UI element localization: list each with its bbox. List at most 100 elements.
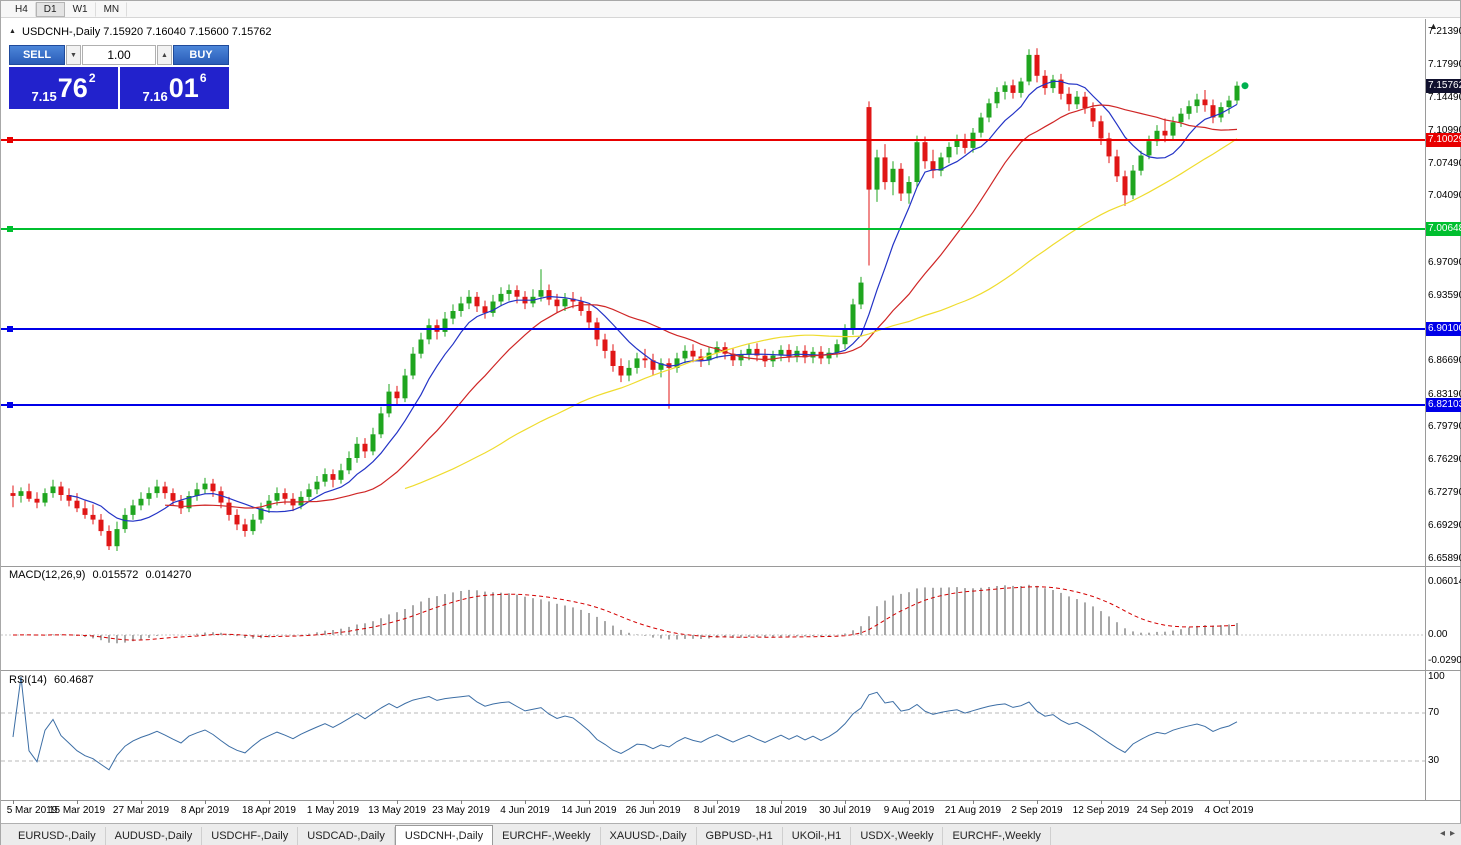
macd-indicator-panel[interactable]	[1, 567, 1425, 670]
horizontal-line[interactable]	[1, 404, 1425, 406]
ohlc-high: 7.16040	[146, 26, 186, 38]
chart-symbol-period: USDCNH-,Daily	[22, 26, 101, 38]
line-drag-handle[interactable]	[7, 137, 13, 143]
chart-tab-gbpusd-h1[interactable]: GBPUSD-,H1	[697, 827, 783, 845]
trade-panel-prices: 7.15 76 2 7.16 01 6	[9, 67, 229, 109]
time-axis-label: 18 Jul 2019	[755, 805, 807, 816]
timeframe-button-d1[interactable]: D1	[35, 1, 65, 17]
time-axis-label: 14 Jun 2019	[561, 805, 617, 816]
trade-panel-controls: SELL ▼ ▲ BUY	[9, 45, 229, 65]
time-axis-tick	[781, 800, 782, 804]
volume-increase-button[interactable]: ▲	[157, 45, 172, 65]
collapse-panel-icon[interactable]: ▲	[9, 28, 16, 35]
chart-tab-usdcnh-daily[interactable]: USDCNH-,Daily	[394, 825, 494, 845]
price-axis-label: 6.83190	[1428, 389, 1461, 400]
horizontal-line[interactable]	[1, 328, 1425, 330]
chart-tab-eurchf-weekly[interactable]: EURCHF-,Weekly	[943, 827, 1051, 845]
price-axis-label: 6.79790	[1428, 421, 1461, 432]
price-axis-label: 6.97090	[1428, 257, 1461, 268]
chart-tab-eurusd-daily[interactable]: EURUSD-,Daily	[9, 827, 106, 845]
macd-label: MACD(12,26,9) 0.015572 0.014270	[9, 569, 195, 581]
rsi-axis-label: 100	[1428, 671, 1445, 682]
sell-price-big: 76	[57, 73, 88, 103]
chart-shift-marker-icon: ▲	[1429, 21, 1438, 31]
time-axis-tick	[973, 800, 974, 804]
ohlc-close: 7.15762	[231, 26, 272, 38]
time-axis-label: 26 Jun 2019	[625, 805, 681, 816]
time-axis-label: 23 May 2019	[432, 805, 490, 816]
line-drag-handle[interactable]	[7, 402, 13, 408]
candlestick-chart[interactable]	[1, 19, 1425, 566]
line-drag-handle[interactable]	[7, 226, 13, 232]
time-axis-tick	[653, 800, 654, 804]
chart-tab-ukoil-h1[interactable]: UKOil-,H1	[783, 827, 852, 845]
volume-input[interactable]	[82, 45, 156, 65]
timeframe-button-mn[interactable]: MN	[96, 1, 128, 17]
price-level-badge: 6.82103	[1426, 398, 1461, 412]
sell-button[interactable]: SELL	[9, 45, 65, 65]
price-axis-label: 7.14490	[1428, 92, 1461, 103]
timeframe-button-h4[interactable]: H4	[7, 1, 36, 17]
chevron-down-icon: ▼	[70, 51, 77, 59]
macd-axis-label: -0.02906	[1428, 655, 1461, 666]
price-axis-label: 7.04090	[1428, 190, 1461, 201]
time-axis-tick	[525, 800, 526, 804]
rsi-axis-label: 30	[1428, 755, 1440, 766]
time-axis-tick	[397, 800, 398, 804]
one-click-trade-panel: SELL ▼ ▲ BUY 7.15 76 2 7.16 01 6	[9, 45, 229, 109]
panel-divider[interactable]	[1, 566, 1461, 567]
volume-decrease-button[interactable]: ▼	[66, 45, 81, 65]
chart-tab-usdcad-daily[interactable]: USDCAD-,Daily	[298, 827, 395, 845]
line-drag-handle[interactable]	[7, 326, 13, 332]
horizontal-line[interactable]	[1, 228, 1425, 230]
time-axis-label: 18 Apr 2019	[242, 805, 296, 816]
chart-tab-eurchf-weekly[interactable]: EURCHF-,Weekly	[493, 827, 601, 845]
time-axis-label: 8 Apr 2019	[180, 805, 230, 816]
chart-tab-xauusd-daily[interactable]: XAUUSD-,Daily	[601, 827, 697, 845]
price-axis-label: 6.86690	[1428, 355, 1461, 366]
panel-divider	[1, 800, 1461, 801]
time-axis-tick	[461, 800, 462, 804]
price-scale-border[interactable]	[1425, 19, 1426, 800]
chart-tab-usdx-weekly[interactable]: USDX-,Weekly	[851, 827, 944, 845]
timeframe-button-w1[interactable]: W1	[65, 1, 96, 17]
horizontal-line[interactable]	[1, 139, 1425, 141]
chart-tab-audusd-daily[interactable]: AUDUSD-,Daily	[106, 827, 203, 845]
price-axis-label: 7.21390	[1428, 26, 1461, 37]
time-axis-label: 4 Oct 2019	[1204, 805, 1254, 816]
current-price-badge: 7.15762	[1426, 79, 1461, 93]
price-axis-label: 6.72790	[1428, 487, 1461, 498]
price-axis-label: 6.65890	[1428, 553, 1461, 564]
macd-value-main: 0.015572	[92, 569, 139, 581]
sell-price-display[interactable]: 7.15 76 2	[9, 67, 118, 109]
time-axis-label: 21 Aug 2019	[944, 805, 1002, 816]
time-axis-tick	[909, 800, 910, 804]
price-axis-label: 7.17990	[1428, 59, 1461, 70]
timeframe-toolbar: H4 D1 W1 MN	[1, 1, 1460, 18]
rsi-axis-label: 70	[1428, 707, 1440, 718]
panel-divider[interactable]	[1, 670, 1461, 671]
tab-scroll-left-icon[interactable]: ◂	[1439, 828, 1445, 839]
sell-price-sup: 2	[88, 71, 96, 85]
price-axis-label: 6.69290	[1428, 520, 1461, 531]
time-axis-label: 9 Aug 2019	[883, 805, 935, 816]
ohlc-low: 7.15600	[188, 26, 229, 38]
buy-price-display[interactable]: 7.16 01 6	[120, 67, 229, 109]
buy-price-big: 01	[168, 73, 199, 103]
time-axis-tick	[1229, 800, 1230, 804]
rsi-label: RSI(14) 60.4687	[9, 674, 98, 686]
time-axis-label: 1 May 2019	[306, 805, 360, 816]
rsi-value: 60.4687	[53, 674, 94, 686]
sell-price-small: 7.15	[31, 89, 57, 104]
tab-scroll-right-icon[interactable]: ▸	[1449, 828, 1455, 839]
rsi-indicator-panel[interactable]	[1, 672, 1425, 800]
time-axis-label: 4 Jun 2019	[500, 805, 550, 816]
buy-price-sup: 6	[199, 71, 207, 85]
chart-tab-usdchf-daily[interactable]: USDCHF-,Daily	[202, 827, 299, 845]
buy-price-small: 7.16	[142, 89, 168, 104]
time-axis-label: 24 Sep 2019	[1136, 805, 1194, 816]
buy-button[interactable]: BUY	[173, 45, 229, 65]
time-axis-tick	[13, 800, 14, 804]
rsi-name: RSI(14)	[9, 674, 47, 686]
price-level-badge: 7.10029	[1426, 133, 1461, 147]
